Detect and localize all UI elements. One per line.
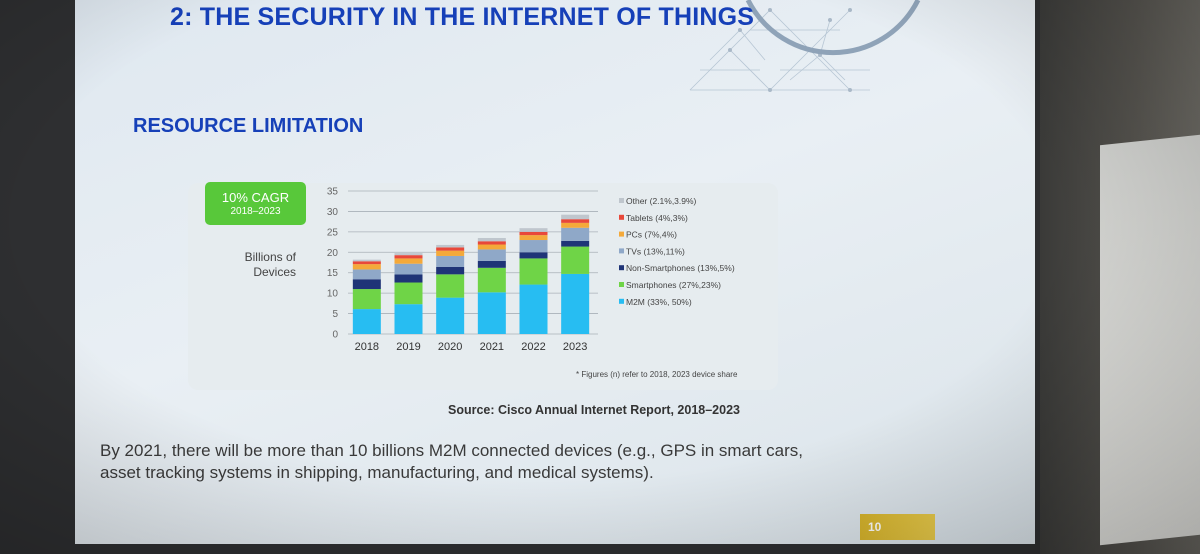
bar-segment-2023-6 xyxy=(561,214,590,220)
bar-segment-2021-2 xyxy=(477,260,506,268)
bar-segment-2019-2 xyxy=(394,274,423,283)
bar-segment-2021-3 xyxy=(477,249,506,261)
bar-segment-2019-0 xyxy=(394,304,423,334)
y-axis-label-line2: Devices xyxy=(253,265,296,279)
bar-segment-2020-2 xyxy=(436,266,465,275)
bar-segment-2022-2 xyxy=(519,252,548,259)
y-axis-label: Billions of Devices xyxy=(218,250,296,280)
bar-segment-2020-6 xyxy=(436,244,465,248)
legend-entry: M2M (33%, 50%) xyxy=(626,297,692,307)
cagr-period: 2018–2023 xyxy=(230,206,281,217)
legend-entry: Other (2.1%,3.9%) xyxy=(626,196,697,206)
bar-segment-2019-1 xyxy=(394,282,423,305)
y-tick-label: 30 xyxy=(327,207,339,218)
bar-segment-2019-6 xyxy=(394,253,423,256)
bar-segment-2019-3 xyxy=(394,263,423,275)
slide-title: 2: THE SECURITY IN THE INTERNET OF THING… xyxy=(170,3,755,31)
legend-entry: Tablets (4%,3%) xyxy=(626,213,688,223)
bar-segment-2018-3 xyxy=(352,269,381,280)
bar-segment-2018-2 xyxy=(352,279,381,290)
bar-segment-2018-5 xyxy=(352,261,381,265)
bar-segment-2021-0 xyxy=(477,292,506,334)
cagr-rate: 10% CAGR xyxy=(221,190,290,205)
bar-segment-2023-2 xyxy=(561,240,590,247)
bar-segment-2019-4 xyxy=(394,258,423,264)
y-tick-label: 25 xyxy=(327,227,339,238)
page-number-bar: 10 xyxy=(860,514,935,540)
bar-segment-2023-5 xyxy=(561,219,590,223)
legend-entry: Non-Smartphones (13%,5%) xyxy=(626,263,735,273)
x-tick-label: 2020 xyxy=(438,341,462,353)
bar-segment-2022-6 xyxy=(519,228,548,232)
bar-segment-2020-4 xyxy=(436,250,465,256)
bar-segment-2021-1 xyxy=(477,267,506,293)
bar-segment-2018-1 xyxy=(352,289,381,310)
y-tick-label: 5 xyxy=(332,309,338,320)
legend-entry: TVs (13%,11%) xyxy=(626,246,685,256)
body-paragraph: By 2021, there will be more than 10 bill… xyxy=(100,441,803,482)
bar-segment-2018-0 xyxy=(352,309,381,334)
bar-segment-2022-1 xyxy=(519,258,548,285)
bar-segment-2022-0 xyxy=(519,284,548,334)
bar-segment-2019-5 xyxy=(394,255,423,259)
bar-segment-2020-1 xyxy=(436,274,465,298)
legend-swatch xyxy=(619,248,624,254)
legend-swatch xyxy=(619,198,624,203)
bar-segment-2022-5 xyxy=(519,231,548,236)
y-tick-label: 15 xyxy=(327,268,339,279)
bar-segment-2022-4 xyxy=(519,235,548,241)
bar-segment-2018-4 xyxy=(352,264,381,270)
bar-segment-2023-4 xyxy=(561,222,590,228)
y-tick-label: 35 xyxy=(327,187,339,198)
x-tick-label: 2019 xyxy=(396,341,420,353)
legend-swatch xyxy=(619,265,624,271)
bar-segment-2021-6 xyxy=(477,237,506,242)
y-tick-label: 20 xyxy=(327,248,339,259)
x-tick-label: 2022 xyxy=(521,341,545,353)
slide-subtitle: RESOURCE LIMITATION xyxy=(133,115,364,137)
source-citation: Source: Cisco Annual Internet Report, 20… xyxy=(448,403,740,417)
bar-segment-2023-0 xyxy=(561,273,590,334)
x-tick-label: 2023 xyxy=(563,341,587,353)
y-tick-label: 0 xyxy=(332,330,338,341)
legend-swatch xyxy=(619,298,624,304)
y-axis-label-line1: Billions of xyxy=(244,250,296,264)
bar-segment-2023-3 xyxy=(561,227,590,241)
y-tick-label: 10 xyxy=(327,289,339,300)
legend-entry: Smartphones (27%,23%) xyxy=(626,280,721,290)
legend-swatch xyxy=(619,214,624,220)
legend-entry: PCs (7%,4%) xyxy=(626,230,677,240)
bar-segment-2023-1 xyxy=(561,246,590,274)
bar-segment-2018-6 xyxy=(352,259,381,262)
bar-segment-2021-4 xyxy=(477,244,506,250)
bar-segment-2022-3 xyxy=(519,240,548,253)
x-tick-label: 2018 xyxy=(355,341,379,353)
page-number: 10 xyxy=(868,520,882,534)
bar-segment-2020-3 xyxy=(436,255,465,267)
network-decoration-graphic xyxy=(689,0,921,92)
x-tick-label: 2021 xyxy=(480,341,504,353)
legend-swatch xyxy=(619,282,624,287)
bar-segment-2020-0 xyxy=(436,297,465,334)
cagr-badge: 10% CAGR 2018–2023 xyxy=(205,182,306,225)
legend-swatch xyxy=(619,231,624,237)
bar-segment-2020-5 xyxy=(436,247,465,251)
chart-footnote: * Figures (n) refer to 2018, 2023 device… xyxy=(576,370,738,379)
bar-segment-2021-5 xyxy=(477,241,506,245)
